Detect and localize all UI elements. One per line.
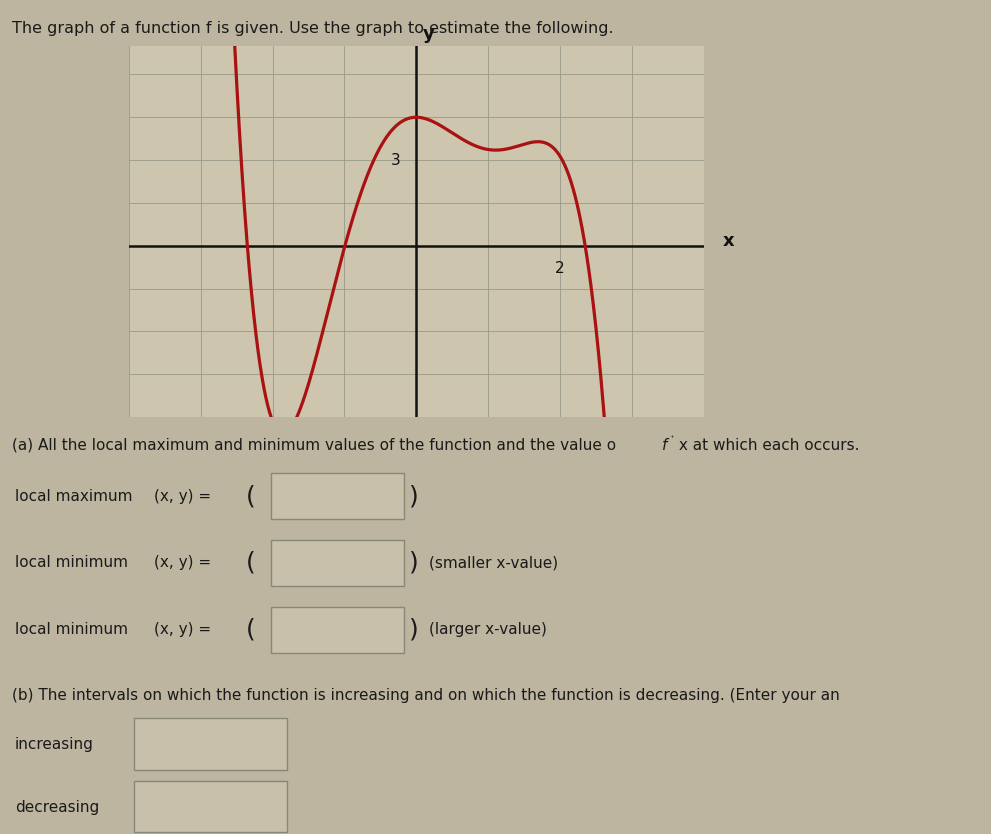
Text: decreasing: decreasing: [15, 800, 99, 815]
Text: increasing: increasing: [15, 737, 94, 752]
Text: (: (: [246, 551, 256, 575]
Text: (x, y) =: (x, y) =: [154, 555, 211, 570]
Text: (larger x-value): (larger x-value): [429, 622, 547, 637]
Text: (x, y) =: (x, y) =: [154, 489, 211, 504]
Text: ⁺: ⁺: [670, 434, 675, 443]
Text: (: (: [246, 618, 256, 641]
Text: y: y: [423, 25, 435, 43]
Text: local minimum: local minimum: [15, 622, 128, 637]
Text: (: (: [246, 485, 256, 508]
Text: (smaller x-value): (smaller x-value): [429, 555, 558, 570]
Text: local maximum: local maximum: [15, 489, 133, 504]
Text: 3: 3: [390, 153, 400, 168]
Text: ): ): [409, 551, 419, 575]
Text: (x, y) =: (x, y) =: [154, 622, 211, 637]
Text: ): ): [409, 618, 419, 641]
Text: local minimum: local minimum: [15, 555, 128, 570]
Text: 2: 2: [555, 261, 565, 276]
Text: f: f: [662, 438, 667, 453]
Text: x: x: [723, 233, 734, 250]
Text: x at which each occurs.: x at which each occurs.: [674, 438, 859, 453]
Text: The graph of a function f is given. Use the graph to estimate the following.: The graph of a function f is given. Use …: [12, 21, 613, 36]
Text: ): ): [409, 485, 419, 508]
Text: (a) All the local maximum and minimum values of the function and the value o: (a) All the local maximum and minimum va…: [12, 438, 616, 453]
Text: (b) The intervals on which the function is increasing and on which the function : (b) The intervals on which the function …: [12, 688, 839, 703]
